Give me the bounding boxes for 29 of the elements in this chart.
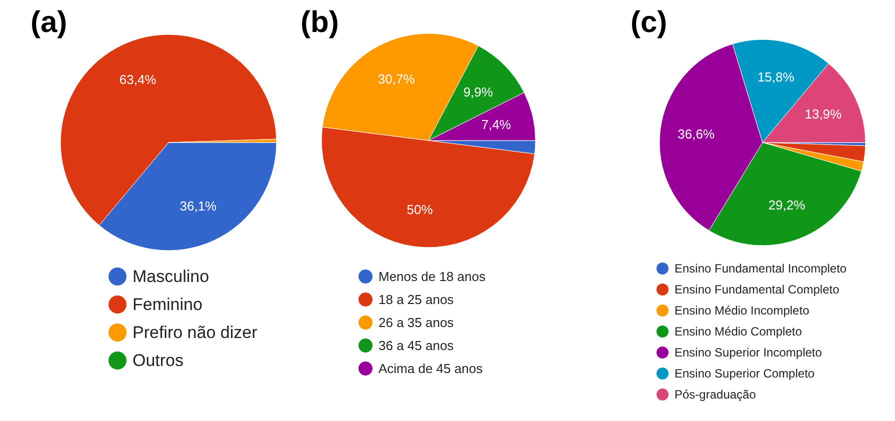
- legend-label: Feminino: [132, 295, 202, 314]
- data-label: 7,4%: [481, 116, 512, 132]
- legend-label: Pós-graduação: [674, 388, 756, 402]
- chart-title: (c): [630, 6, 668, 39]
- data-label: 36,1%: [180, 198, 218, 214]
- legend-label: Ensino Superior Completo: [674, 366, 815, 380]
- data-label: 63,4%: [119, 72, 157, 87]
- data-label: 29,2%: [768, 197, 806, 212]
- data-label: 30,7%: [378, 71, 416, 86]
- data-label: 50%: [406, 202, 434, 217]
- legend-label: Ensino Fundamental Incompleto: [674, 262, 847, 276]
- data-label: 15,8%: [757, 69, 795, 84]
- chart-title: (b): [300, 6, 339, 39]
- legend-label: 36 a 45 anos: [378, 338, 454, 353]
- chart-title: (a): [30, 6, 68, 39]
- data-label: 9,9%: [463, 84, 494, 100]
- legend-label: Outros: [132, 351, 184, 370]
- legend-label: Ensino Superior Incompleto: [674, 346, 822, 360]
- legend-label: Ensino Fundamental Completo: [674, 282, 840, 296]
- legend-label: Masculino: [132, 267, 210, 286]
- legend-label: 18 a 25 anos: [378, 292, 454, 307]
- data-label: 36,6%: [678, 126, 715, 142]
- legend-label: 26 a 35 anos: [378, 315, 454, 330]
- legend-label: Acima de 45 anos: [378, 361, 484, 376]
- legend-label: Ensino Médio Completo: [674, 324, 802, 338]
- data-label: 13,9%: [804, 106, 842, 122]
- legend-label: Ensino Médio Incompleto: [674, 304, 810, 318]
- legend-label: Prefiro não dizer: [132, 323, 258, 342]
- legend-label: Menos de 18 anos: [378, 269, 486, 284]
